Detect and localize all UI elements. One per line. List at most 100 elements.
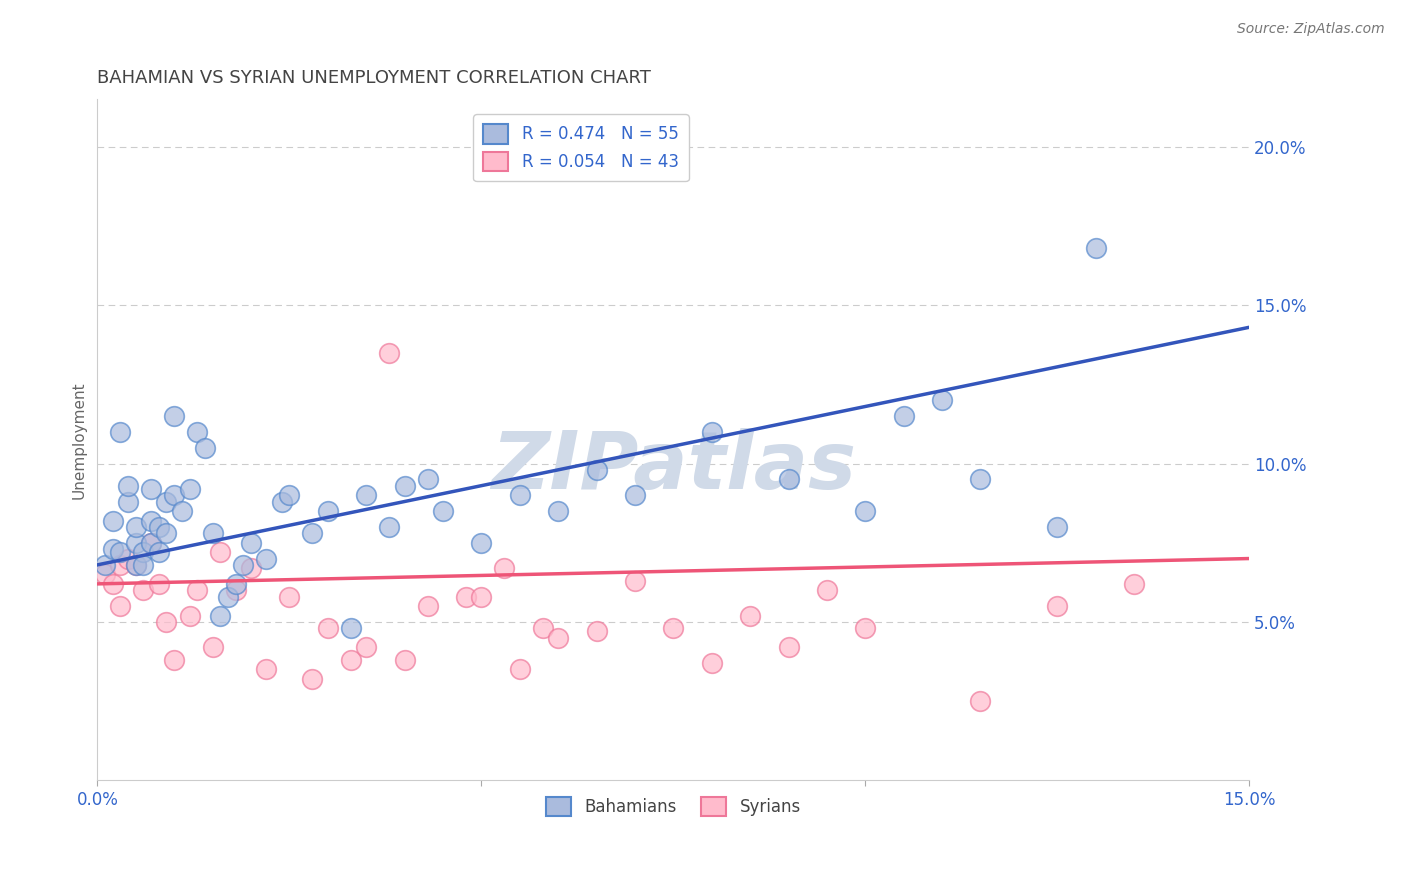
Point (139, 514, 162, 528)
Y-axis label: Unemployment: Unemployment (72, 381, 86, 499)
Point (531, 621, 554, 635)
Point (132, 545, 155, 559)
Point (378, 345, 401, 359)
Point (179, 608, 201, 623)
Point (394, 478, 416, 492)
Point (509, 662, 531, 676)
Point (239, 561, 262, 575)
Point (547, 504, 569, 518)
Point (110, 425, 132, 439)
Point (700, 425, 723, 439)
Point (254, 662, 277, 676)
Point (155, 494, 177, 508)
Point (125, 558, 148, 572)
Point (125, 520, 148, 534)
Point (101, 577, 124, 591)
Point (316, 504, 339, 518)
Point (339, 653, 361, 667)
Point (254, 551, 277, 566)
Point (225, 577, 247, 591)
Point (117, 478, 139, 492)
Point (1123, 577, 1146, 591)
Point (179, 482, 201, 496)
Point (209, 545, 232, 559)
Point (354, 488, 377, 502)
Point (1046, 599, 1069, 613)
Point (470, 590, 492, 604)
Text: Source: ZipAtlas.com: Source: ZipAtlas.com (1237, 22, 1385, 37)
Point (110, 558, 132, 572)
Point (316, 621, 339, 635)
Point (354, 640, 377, 655)
Point (585, 463, 607, 477)
Point (662, 621, 685, 635)
Point (101, 514, 124, 528)
Point (853, 504, 876, 518)
Point (232, 558, 254, 572)
Point (278, 488, 301, 502)
Point (117, 494, 139, 508)
Point (624, 574, 647, 588)
Point (301, 526, 323, 541)
Point (163, 653, 186, 667)
Point (969, 472, 991, 486)
Point (148, 545, 170, 559)
Point (432, 504, 454, 518)
Text: BAHAMIAN VS SYRIAN UNEMPLOYMENT CORRELATION CHART: BAHAMIAN VS SYRIAN UNEMPLOYMENT CORRELAT… (97, 69, 651, 87)
Point (585, 624, 607, 639)
Point (624, 488, 647, 502)
Point (139, 535, 162, 549)
Point (378, 520, 401, 534)
Point (509, 488, 531, 502)
Point (547, 631, 569, 645)
Point (94, 558, 117, 572)
Point (1046, 520, 1069, 534)
Point (217, 590, 239, 604)
Point (117, 551, 139, 566)
Point (454, 590, 477, 604)
Point (139, 535, 162, 549)
Point (931, 393, 953, 408)
Point (969, 694, 991, 708)
Point (853, 621, 876, 635)
Point (125, 558, 148, 572)
Point (170, 504, 193, 518)
Point (110, 599, 132, 613)
Point (186, 425, 208, 439)
Point (125, 535, 148, 549)
Point (893, 409, 915, 423)
Point (815, 583, 838, 598)
Point (201, 640, 224, 655)
Point (270, 494, 292, 508)
Point (132, 583, 155, 598)
Point (278, 590, 301, 604)
Point (225, 583, 247, 598)
Point (148, 520, 170, 534)
Point (94, 567, 117, 582)
Point (139, 482, 162, 496)
Point (163, 488, 186, 502)
Point (416, 599, 439, 613)
Point (394, 653, 416, 667)
Point (416, 472, 439, 486)
Point (155, 526, 177, 541)
Point (740, 608, 762, 623)
Point (778, 640, 800, 655)
Point (155, 615, 177, 629)
Point (148, 577, 170, 591)
Point (186, 583, 208, 598)
Point (1084, 241, 1107, 255)
Point (201, 526, 224, 541)
Point (101, 542, 124, 557)
Legend: Bahamians, Syrians: Bahamians, Syrians (538, 790, 807, 823)
Point (494, 561, 516, 575)
Point (470, 535, 492, 549)
Text: ZIPatlas: ZIPatlas (491, 428, 856, 506)
Point (339, 621, 361, 635)
Point (778, 472, 800, 486)
Point (209, 608, 232, 623)
Point (163, 409, 186, 423)
Point (194, 441, 217, 455)
Point (700, 656, 723, 670)
Point (239, 535, 262, 549)
